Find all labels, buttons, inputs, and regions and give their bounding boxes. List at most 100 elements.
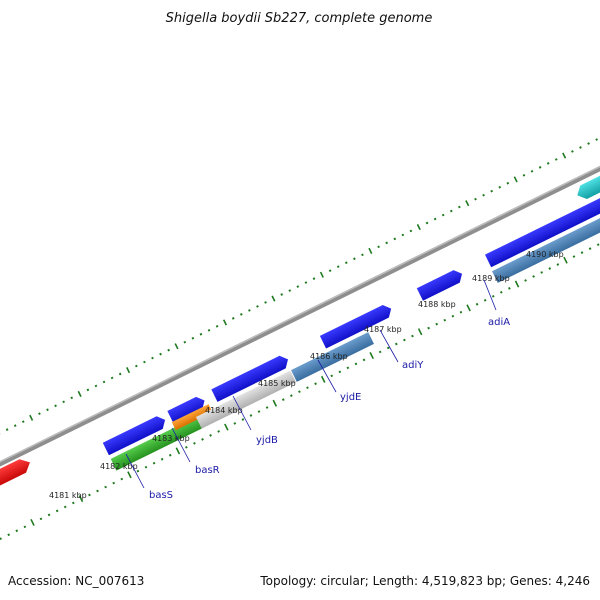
minor-tick bbox=[433, 217, 437, 221]
genome-backbone bbox=[0, 134, 600, 492]
minor-tick bbox=[474, 197, 477, 201]
minor-tick bbox=[110, 376, 114, 380]
minor-tick bbox=[217, 430, 221, 433]
minor-tick bbox=[112, 481, 116, 485]
minor-tick bbox=[39, 517, 43, 521]
minor-tick bbox=[38, 412, 41, 416]
cds-arrow[interactable] bbox=[484, 192, 600, 268]
minor-tick bbox=[207, 328, 211, 332]
minor-tick bbox=[21, 420, 25, 424]
minor-tick bbox=[191, 336, 195, 340]
minor-tick bbox=[288, 289, 292, 292]
minor-tick bbox=[55, 509, 59, 513]
minor-tick bbox=[336, 265, 340, 269]
accession-text: Accession: NC_007613 bbox=[8, 574, 144, 588]
minor-tick bbox=[199, 332, 203, 336]
minor-tick bbox=[233, 422, 237, 425]
minor-tick bbox=[441, 213, 445, 217]
major-tick bbox=[319, 271, 324, 278]
minor-tick bbox=[249, 414, 253, 417]
cds-arrow[interactable] bbox=[319, 302, 394, 349]
cds-arrow[interactable] bbox=[167, 394, 207, 424]
major-tick bbox=[78, 495, 84, 503]
minor-tick bbox=[498, 185, 502, 189]
cds-row-top bbox=[102, 192, 600, 456]
minor-tick bbox=[96, 489, 99, 493]
minor-tick bbox=[475, 302, 479, 306]
minor-tick bbox=[168, 453, 172, 457]
major-tick bbox=[30, 518, 35, 526]
kbp-label: 4186 kbp bbox=[310, 352, 348, 361]
minor-tick bbox=[143, 360, 146, 364]
minor-tick bbox=[435, 322, 439, 326]
minor-tick bbox=[451, 314, 455, 318]
minor-tick bbox=[508, 287, 511, 290]
minor-tick bbox=[0, 537, 2, 541]
feature-gray[interactable] bbox=[195, 370, 296, 429]
minor-tick bbox=[344, 261, 348, 265]
minor-tick bbox=[159, 352, 162, 356]
minor-tick bbox=[427, 326, 430, 330]
gene-label-basr[interactable]: basR bbox=[195, 465, 220, 476]
minor-tick bbox=[546, 162, 550, 165]
minor-tick bbox=[443, 318, 447, 322]
feature-red-left[interactable] bbox=[0, 456, 33, 503]
cds-arrow[interactable] bbox=[211, 353, 291, 402]
gene-label-adiy[interactable]: adiY bbox=[402, 360, 424, 371]
gene-leader-line bbox=[232, 395, 252, 431]
major-tick bbox=[29, 414, 34, 421]
kbp-label: 4187 kbp bbox=[364, 325, 402, 334]
minor-tick bbox=[94, 384, 98, 388]
minor-tick bbox=[491, 294, 495, 298]
minor-tick bbox=[167, 348, 170, 352]
major-tick bbox=[222, 319, 228, 326]
gene-label-yjdb[interactable]: yjdB bbox=[256, 435, 278, 446]
feature-steel[interactable] bbox=[492, 207, 600, 283]
minor-tick bbox=[385, 241, 389, 245]
major-tick bbox=[368, 247, 373, 254]
minor-tick bbox=[88, 493, 91, 497]
minor-tick bbox=[102, 380, 106, 384]
major-tick bbox=[465, 200, 470, 207]
minor-tick bbox=[362, 358, 366, 362]
cds-arrow[interactable] bbox=[102, 414, 168, 456]
minor-tick bbox=[193, 441, 196, 445]
major-tick bbox=[513, 176, 518, 183]
feature-orange[interactable] bbox=[171, 404, 213, 431]
minor-tick bbox=[46, 408, 49, 412]
feature-steel[interactable] bbox=[291, 332, 374, 382]
minor-tick bbox=[490, 189, 493, 193]
rotated-track-group bbox=[0, 134, 600, 541]
minor-tick bbox=[338, 370, 342, 374]
minor-tick bbox=[144, 465, 148, 469]
minor-tick bbox=[401, 233, 405, 237]
minor-tick bbox=[231, 317, 235, 320]
major-tick bbox=[271, 295, 276, 302]
cds-arrow[interactable] bbox=[416, 267, 465, 301]
feature-row-bottom bbox=[110, 207, 600, 471]
minor-tick bbox=[201, 438, 204, 441]
kbp-label: 4185 kbp bbox=[258, 379, 296, 388]
minor-tick bbox=[425, 221, 429, 225]
gene-label-yjde[interactable]: yjdE bbox=[340, 392, 361, 403]
feature-cyan-right[interactable] bbox=[574, 172, 600, 202]
minor-tick bbox=[409, 229, 413, 233]
major-tick bbox=[563, 256, 568, 264]
gene-leader-line bbox=[483, 279, 497, 311]
minor-tick bbox=[160, 457, 164, 461]
minor-tick bbox=[71, 501, 75, 505]
minor-tick bbox=[314, 382, 317, 386]
minor-tick bbox=[298, 390, 301, 394]
minor-tick bbox=[580, 251, 584, 254]
gene-label-bass[interactable]: basS bbox=[149, 490, 173, 501]
minor-tick bbox=[554, 158, 558, 161]
minor-tick bbox=[328, 269, 332, 273]
feature-green[interactable] bbox=[110, 415, 205, 471]
minor-tick bbox=[353, 257, 356, 261]
minor-tick bbox=[393, 237, 397, 241]
gene-label-adia[interactable]: adiA bbox=[488, 317, 510, 328]
major-tick bbox=[562, 152, 567, 159]
minor-tick bbox=[120, 477, 124, 481]
major-tick bbox=[175, 447, 181, 455]
